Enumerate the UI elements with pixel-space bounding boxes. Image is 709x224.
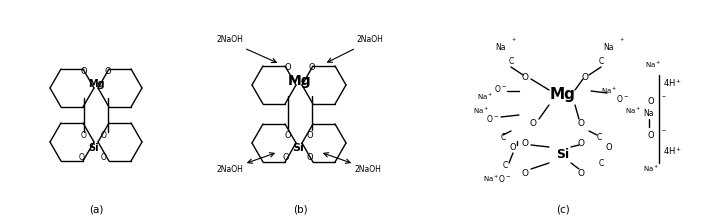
Text: O: O — [105, 67, 111, 77]
Text: Si: Si — [89, 143, 99, 153]
Text: O: O — [283, 153, 289, 162]
Text: Na$^+$: Na$^+$ — [477, 92, 493, 102]
Text: Na: Na — [604, 43, 614, 52]
Text: O: O — [648, 131, 654, 140]
Text: Mg: Mg — [550, 88, 576, 103]
Text: O: O — [308, 63, 316, 73]
Text: O: O — [510, 142, 516, 151]
Text: C: C — [508, 56, 513, 65]
Text: (b): (b) — [293, 205, 307, 215]
Text: O: O — [79, 153, 85, 162]
Text: 2NaOH: 2NaOH — [357, 35, 384, 45]
Text: O$^-$: O$^-$ — [616, 93, 630, 105]
Text: Na$^+$: Na$^+$ — [473, 106, 489, 116]
Text: 2NaOH: 2NaOH — [216, 166, 243, 174]
Text: Mg: Mg — [88, 79, 104, 89]
Text: O$^-$: O$^-$ — [498, 174, 512, 185]
Text: O: O — [581, 73, 588, 82]
Text: C: C — [596, 133, 602, 142]
Text: C: C — [598, 159, 603, 168]
Text: Na$^+$: Na$^+$ — [643, 164, 659, 174]
Text: O: O — [81, 131, 87, 140]
Text: Na$^+$: Na$^+$ — [483, 174, 499, 184]
Text: O$^-$: O$^-$ — [494, 84, 508, 95]
Text: O: O — [648, 97, 654, 106]
Text: O: O — [578, 118, 584, 127]
Text: O: O — [285, 131, 291, 140]
Text: O: O — [101, 131, 107, 140]
Text: (c): (c) — [556, 205, 570, 215]
Text: 4H$^+$: 4H$^+$ — [664, 145, 683, 157]
Text: C: C — [598, 56, 603, 65]
Text: O: O — [578, 138, 584, 147]
Text: O: O — [307, 153, 313, 162]
Text: Na$^+$: Na$^+$ — [625, 106, 641, 116]
Text: C: C — [501, 133, 506, 142]
Text: 4H$^+$: 4H$^+$ — [664, 77, 683, 89]
Text: O: O — [530, 118, 537, 127]
Text: O: O — [285, 63, 291, 73]
Text: (a): (a) — [89, 205, 104, 215]
Text: O: O — [578, 168, 584, 177]
Text: O: O — [307, 131, 313, 140]
Text: $^+$: $^+$ — [510, 38, 516, 44]
Text: Si: Si — [557, 149, 569, 162]
Text: $^+$: $^+$ — [618, 38, 625, 44]
Text: $^-$: $^-$ — [659, 94, 666, 100]
Text: 2NaOH: 2NaOH — [216, 35, 243, 45]
Text: O: O — [605, 142, 613, 151]
Text: C: C — [503, 161, 508, 170]
Text: O$^-$: O$^-$ — [486, 114, 500, 125]
Text: Na: Na — [644, 108, 654, 118]
Text: Na$^+$: Na$^+$ — [645, 60, 661, 70]
Text: O: O — [81, 67, 87, 77]
Text: O: O — [522, 138, 528, 147]
Text: $^-$: $^-$ — [659, 128, 666, 134]
Text: Na$^+$: Na$^+$ — [601, 86, 617, 96]
Text: 2NaOH: 2NaOH — [354, 166, 381, 174]
Text: Na: Na — [496, 43, 506, 52]
Text: O: O — [522, 73, 528, 82]
Text: O: O — [101, 153, 107, 162]
Text: O: O — [522, 168, 528, 177]
Text: Mg: Mg — [288, 74, 312, 88]
Text: Si: Si — [292, 143, 304, 153]
